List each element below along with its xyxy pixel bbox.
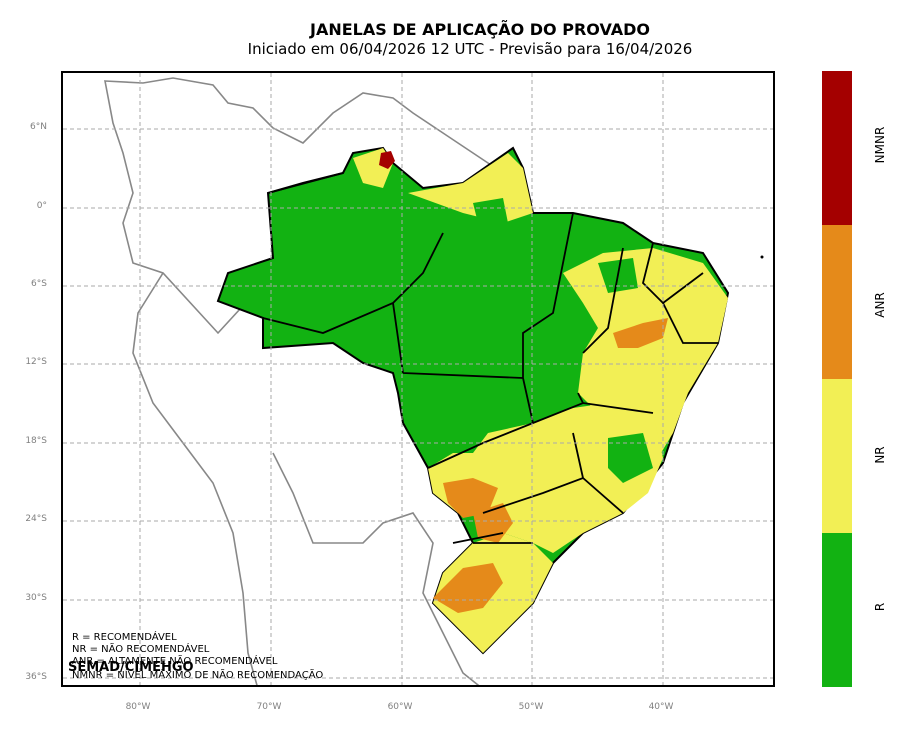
lat-label-12s: 12°S — [25, 357, 47, 367]
island-marker — [760, 255, 764, 259]
state-borders — [262, 172, 718, 544]
lat-label-6s: 6°S — [31, 279, 47, 289]
colorbar-r — [822, 533, 852, 687]
legend-nr: NR = NÃO RECOMENDÁVEL — [72, 644, 210, 655]
credit-label: SEMAD/CIMEHGO — [68, 660, 194, 675]
colorbar-label-nmnr: NMNR — [873, 126, 887, 164]
colorbar-label-nr: NR — [873, 446, 887, 464]
anr-region-parana — [443, 478, 498, 518]
lon-label-80w: 80°W — [125, 702, 151, 712]
lat-label-36s: 36°S — [25, 672, 47, 682]
colorbar-nmnr — [822, 71, 852, 225]
colorbar — [822, 71, 852, 687]
southern-cone-outline — [272, 452, 480, 685]
lat-label-30s: 30°S — [25, 593, 47, 603]
anr-region-bahia-north — [613, 318, 668, 348]
map-title: JANELAS DE APLICAÇÃO DO PROVADO — [309, 20, 651, 39]
legend-r: R = RECOMENDÁVEL — [72, 632, 177, 643]
lon-label-40w: 40°W — [648, 702, 674, 712]
lon-label-50w: 50°W — [518, 702, 544, 712]
legend-nmnr: NMNR = NÍVEL MÁXIMO DE NÃO RECOMENDAÇÃO — [72, 670, 324, 681]
lon-label-60w: 60°W — [387, 702, 413, 712]
legend-anr: ANR = ALTAMENTE NÃO RECOMENDÁVEL — [72, 656, 278, 667]
nmnr-region-roraima — [379, 151, 395, 169]
lat-label-6n: 6°N — [30, 122, 47, 132]
lat-label-18s: 18°S — [25, 436, 47, 446]
graticule — [63, 73, 773, 685]
brazil-map — [63, 73, 773, 685]
colorbar-nr — [822, 379, 852, 533]
r-patch-bahia — [608, 433, 653, 483]
lat-label-24s: 24°S — [25, 514, 47, 524]
colorbar-label-anr: ANR — [873, 292, 887, 318]
andes-coast-outline — [132, 272, 258, 685]
lon-label-70w: 70°W — [256, 702, 282, 712]
lat-label-0: 0° — [36, 201, 47, 211]
r-patch-para — [473, 198, 508, 223]
map-subtitle: Iniciado em 06/04/2026 12 UTC - Previsão… — [247, 40, 693, 58]
map-panel — [61, 71, 775, 687]
colorbar-label-r: R — [873, 602, 887, 612]
colorbar-anr — [822, 225, 852, 379]
